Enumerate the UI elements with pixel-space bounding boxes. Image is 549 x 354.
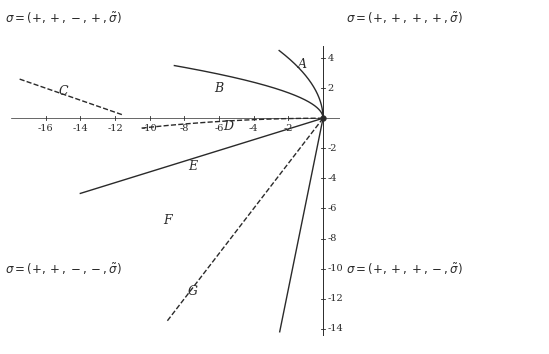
Text: -10: -10 (142, 124, 158, 133)
Text: -8: -8 (327, 234, 337, 243)
Text: -16: -16 (38, 124, 53, 133)
Text: -4: -4 (249, 124, 259, 133)
Text: E: E (188, 160, 198, 173)
Text: D: D (223, 120, 233, 133)
Text: B: B (215, 82, 223, 95)
Text: -6: -6 (214, 124, 223, 133)
Text: F: F (163, 214, 171, 227)
Text: C: C (58, 85, 68, 98)
Text: 2: 2 (327, 84, 334, 93)
Text: $\sigma = (+,+,+,-,\tilde{\sigma})$: $\sigma = (+,+,+,-,\tilde{\sigma})$ (346, 262, 463, 277)
Text: A: A (298, 58, 307, 70)
Text: -10: -10 (327, 264, 343, 273)
Text: -14: -14 (327, 324, 343, 333)
Text: -12: -12 (107, 124, 123, 133)
Text: G: G (188, 285, 198, 298)
Text: $\sigma = (+,+,-,-,\tilde{\sigma})$: $\sigma = (+,+,-,-,\tilde{\sigma})$ (5, 262, 122, 277)
Text: $\sigma = (+,+,-,+,\tilde{\sigma})$: $\sigma = (+,+,-,+,\tilde{\sigma})$ (5, 11, 122, 26)
Text: $\sigma = (+,+,+,+,\tilde{\sigma})$: $\sigma = (+,+,+,+,\tilde{\sigma})$ (346, 11, 463, 26)
Text: -4: -4 (327, 174, 337, 183)
Text: -2: -2 (327, 144, 337, 153)
Text: -14: -14 (72, 124, 88, 133)
Text: -2: -2 (284, 124, 293, 133)
Text: -8: -8 (180, 124, 189, 133)
Text: -12: -12 (327, 294, 343, 303)
Text: 4: 4 (327, 53, 334, 63)
Text: -6: -6 (327, 204, 337, 213)
